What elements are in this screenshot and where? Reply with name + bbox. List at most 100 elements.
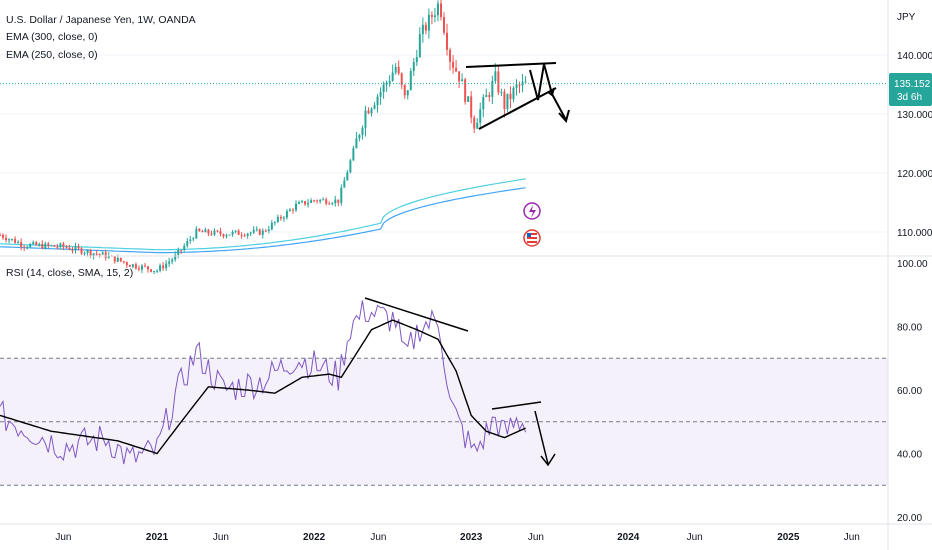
candle	[156, 269, 159, 274]
candle	[424, 21, 427, 35]
candle-body	[222, 234, 225, 237]
candle	[162, 261, 165, 271]
candle	[418, 27, 421, 58]
candle-body	[349, 160, 352, 173]
candle	[464, 77, 467, 105]
candle	[385, 80, 388, 93]
candle	[455, 60, 458, 73]
time-tick-label: Jun	[213, 532, 229, 543]
time-axis[interactable]: Jun 2021 Jun 2022 Jun 2023 Jun 2024 Jun 2025 Jun	[0, 523, 932, 543]
candle	[500, 88, 503, 97]
candle-body	[219, 231, 222, 235]
candle-body	[65, 246, 68, 248]
last-price-value: 135.152	[894, 79, 931, 90]
time-tick-label: 2021	[146, 532, 169, 543]
candle	[412, 58, 415, 77]
candle	[313, 199, 316, 203]
candle	[231, 230, 234, 237]
candle	[367, 107, 370, 115]
candle	[470, 91, 473, 124]
wedge-upper-line[interactable]	[465, 62, 557, 68]
candle-body	[47, 243, 50, 246]
price-ticks: 140.000 130.000 120.000 110.000	[897, 51, 932, 239]
candle	[65, 245, 68, 249]
candle-body	[234, 230, 237, 232]
wedge-zigzag[interactable]	[529, 63, 567, 121]
candle-body	[361, 127, 364, 136]
candle-body	[443, 17, 445, 33]
time-tick-label: 2025	[777, 532, 800, 543]
candle	[409, 68, 412, 91]
candle	[427, 8, 430, 39]
candle-body	[89, 250, 92, 256]
candle	[497, 65, 500, 96]
candle	[14, 236, 17, 244]
last-price-tag[interactable]: 135.152 3d 6h	[889, 73, 932, 106]
rsi-pane[interactable]: RSI (14, close, SMA, 15, 2)	[0, 267, 888, 486]
candle-body	[352, 148, 355, 161]
candle-body	[385, 82, 388, 85]
candle-body	[482, 96, 485, 110]
candle-body	[267, 229, 270, 232]
candle-body	[165, 263, 168, 269]
candle	[382, 81, 385, 99]
candle	[361, 125, 364, 140]
candle-body	[340, 187, 343, 203]
candle-body	[128, 265, 131, 267]
candle-body	[515, 84, 518, 88]
candle-body	[433, 15, 436, 17]
wedge-lower-line[interactable]	[478, 87, 557, 130]
candle-body	[316, 200, 319, 202]
candle	[213, 228, 216, 237]
price-scale[interactable]: JPY 140.000 130.000 120.000 110.000 100.00 8…	[887, 0, 932, 550]
candle-body	[358, 135, 361, 139]
rsi-tick-label: 20.00	[897, 513, 922, 524]
candle-body	[29, 244, 32, 248]
candle	[44, 241, 47, 250]
candle	[485, 88, 488, 98]
candle-body	[180, 250, 183, 252]
candle-body	[307, 202, 310, 205]
rsi-tick-label: 80.00	[897, 323, 922, 334]
candle-body	[62, 243, 65, 247]
arrow-head-small-icon	[547, 87, 555, 97]
rsi-divergence-line[interactable]	[364, 297, 469, 332]
candle-body	[379, 91, 382, 97]
rsi-tick-label: 100.00	[897, 259, 928, 270]
candle-body	[246, 233, 249, 236]
rsi-upper-line[interactable]	[491, 401, 542, 410]
candle	[56, 244, 59, 250]
price-grid	[0, 54, 888, 233]
candle	[59, 242, 62, 249]
candle-body	[337, 199, 340, 203]
rsi-drawings[interactable]	[364, 297, 556, 467]
us-flag-event-icon[interactable]	[523, 229, 541, 247]
candle-body	[282, 217, 285, 219]
price-pane[interactable]: U.S. Dollar / Japanese Yen, 1W, OANDA EM…	[0, 0, 888, 275]
candle	[41, 240, 44, 250]
rsi-tick-label: 60.00	[897, 386, 922, 397]
ema-300-line	[0, 187, 526, 254]
candle-body	[38, 243, 41, 246]
rsi-arrow-line[interactable]	[534, 410, 549, 465]
candle-body	[228, 234, 231, 236]
candle	[119, 257, 122, 263]
candle	[29, 243, 32, 248]
candle-body	[298, 202, 301, 204]
candle	[482, 94, 485, 118]
candle-body	[328, 203, 331, 205]
candle	[452, 55, 455, 74]
candle-body	[255, 229, 258, 231]
candle	[180, 249, 183, 254]
candle-body	[14, 238, 17, 243]
dividend-event-icon[interactable]	[523, 202, 541, 220]
candle	[183, 243, 186, 252]
wedge-drawing[interactable]	[465, 62, 570, 130]
candle-body	[35, 242, 38, 246]
candle	[2, 233, 5, 240]
candle	[394, 62, 397, 75]
candle-body	[171, 259, 174, 262]
candle-body	[86, 250, 89, 254]
candle	[276, 214, 279, 224]
